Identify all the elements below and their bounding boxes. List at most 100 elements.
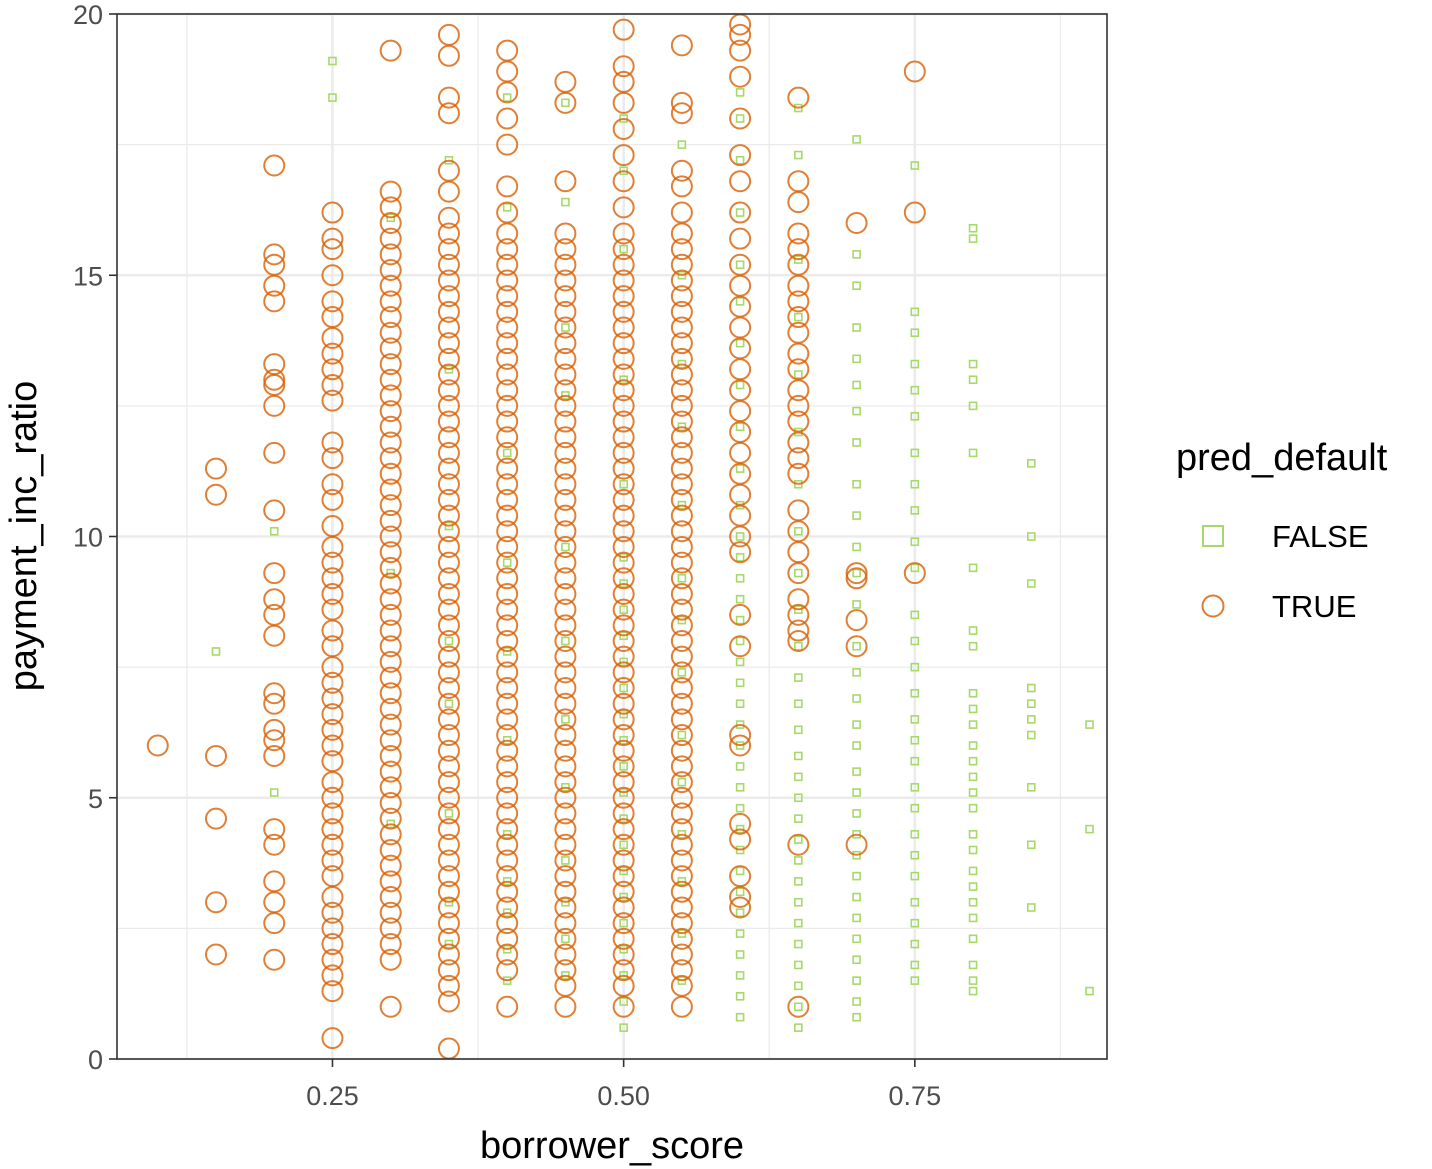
data-point-true	[729, 603, 752, 626]
data-point-true	[437, 645, 460, 668]
data-point-false	[444, 521, 454, 531]
data-point-true	[670, 34, 693, 57]
data-point-true	[612, 410, 635, 433]
data-point-false	[910, 871, 920, 881]
data-point-true	[321, 373, 344, 396]
data-point-true	[612, 535, 635, 558]
data-point-true	[379, 854, 402, 877]
data-point-true	[379, 384, 402, 407]
data-point-true	[787, 238, 810, 261]
data-point-false	[852, 1012, 861, 1022]
data-point-true	[729, 886, 752, 909]
data-point-false	[735, 297, 745, 306]
data-point-true	[612, 724, 635, 747]
data-point-true	[612, 567, 635, 590]
data-point-false	[561, 971, 570, 980]
data-point-false	[502, 203, 512, 212]
data-point-true	[379, 744, 402, 767]
data-point-false	[794, 699, 803, 709]
data-point-false	[1026, 782, 1036, 792]
data-point-false	[677, 573, 687, 583]
data-point-true	[612, 426, 635, 449]
data-point-false	[269, 788, 279, 797]
data-point-false	[619, 683, 628, 693]
data-point-true	[554, 441, 577, 464]
data-point-true	[379, 212, 402, 234]
data-point-true	[554, 488, 577, 511]
data-point-true	[787, 603, 810, 626]
data-point-true	[554, 535, 577, 558]
data-point-false	[1026, 532, 1036, 541]
data-point-false	[910, 939, 920, 949]
data-point-false	[677, 976, 687, 985]
data-point-false	[735, 500, 745, 510]
data-point-true	[612, 802, 635, 825]
data-point-false	[852, 694, 861, 703]
data-point-true	[554, 786, 577, 809]
data-point-true	[437, 238, 460, 261]
data-point-false	[968, 448, 978, 458]
data-point-false	[852, 511, 861, 520]
data-point-true	[670, 865, 693, 888]
data-point-true	[379, 823, 402, 846]
data-point-true	[321, 227, 344, 250]
data-point-false	[794, 427, 803, 437]
data-point-true	[554, 598, 577, 621]
data-point-true	[379, 917, 402, 940]
data-point-false	[852, 934, 861, 944]
data-point-true	[321, 447, 344, 470]
data-point-true	[321, 734, 344, 757]
data-point-true	[496, 394, 519, 417]
data-point-false	[794, 897, 803, 907]
data-point-false	[444, 364, 454, 374]
data-point-false	[619, 866, 628, 876]
data-point-false	[794, 370, 803, 379]
data-point-true	[263, 718, 286, 741]
data-point-false	[910, 563, 920, 573]
data-point-true	[670, 708, 693, 731]
data-point-false	[735, 762, 745, 771]
data-point-false	[852, 406, 861, 416]
data-point-true	[437, 473, 460, 496]
data-point-true	[670, 896, 693, 919]
data-point-true	[496, 912, 519, 935]
data-point-true	[612, 677, 635, 700]
data-point-true	[845, 567, 868, 590]
data-point-true	[496, 133, 519, 156]
data-point-false	[735, 678, 745, 688]
data-point-true	[379, 353, 402, 376]
data-point-true	[903, 201, 926, 224]
data-point-false	[794, 526, 803, 536]
data-point-true	[670, 645, 693, 668]
data-point-true	[437, 598, 460, 621]
data-point-true	[379, 306, 402, 329]
y-tick-label: 0	[88, 1045, 103, 1075]
data-point-true	[612, 661, 635, 684]
data-point-true	[903, 60, 926, 83]
data-point-true	[496, 253, 519, 276]
data-point-false	[619, 1023, 628, 1032]
data-point-false	[677, 877, 687, 886]
data-point-true	[670, 316, 693, 339]
data-point-true	[496, 285, 519, 308]
data-point-true	[612, 253, 635, 276]
data-point-false	[561, 636, 570, 646]
data-point-false	[852, 976, 861, 985]
data-point-true	[379, 259, 402, 282]
data-point-false	[735, 991, 745, 1001]
data-point-true	[729, 39, 752, 62]
data-point-true	[729, 65, 752, 88]
data-point-false	[561, 391, 570, 400]
data-point-true	[379, 682, 402, 705]
data-point-true	[670, 504, 693, 527]
data-point-true	[437, 488, 460, 511]
data-point-true	[321, 687, 344, 710]
data-point-true	[554, 802, 577, 825]
data-point-true	[554, 316, 577, 339]
data-point-true	[612, 771, 635, 794]
data-point-true	[496, 107, 519, 130]
data-point-true	[554, 457, 577, 480]
data-point-true	[496, 724, 519, 747]
data-point-true	[554, 379, 577, 402]
data-point-true	[437, 285, 460, 308]
